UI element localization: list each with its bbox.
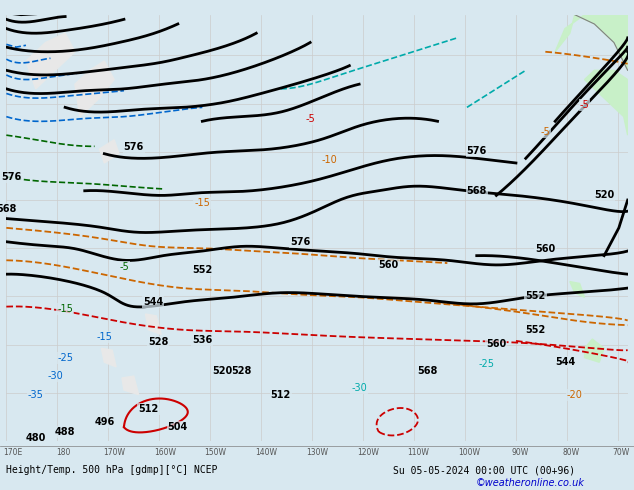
Text: -5: -5 xyxy=(540,127,550,137)
Polygon shape xyxy=(122,376,139,394)
Text: 520: 520 xyxy=(594,191,614,200)
Text: 480: 480 xyxy=(25,433,46,443)
Text: 552: 552 xyxy=(526,325,546,335)
Text: 560: 560 xyxy=(378,260,399,270)
Text: 528: 528 xyxy=(231,367,252,376)
Text: -15: -15 xyxy=(57,304,73,315)
Text: 504: 504 xyxy=(168,422,188,432)
Polygon shape xyxy=(100,140,119,163)
Text: -5: -5 xyxy=(305,115,315,124)
Text: 488: 488 xyxy=(55,427,75,437)
Text: 70W: 70W xyxy=(613,448,630,457)
Text: 150W: 150W xyxy=(205,448,226,457)
Text: 180: 180 xyxy=(56,448,70,457)
Text: Su 05-05-2024 00:00 UTC (00+96): Su 05-05-2024 00:00 UTC (00+96) xyxy=(393,466,575,475)
Polygon shape xyxy=(145,314,161,334)
Text: 536: 536 xyxy=(192,335,212,345)
Text: 512: 512 xyxy=(271,390,291,400)
Text: -20: -20 xyxy=(567,390,583,400)
Text: 568: 568 xyxy=(418,367,438,376)
Text: 552: 552 xyxy=(192,265,212,274)
Text: 560: 560 xyxy=(535,244,555,254)
Text: 110W: 110W xyxy=(408,448,429,457)
Polygon shape xyxy=(555,15,628,70)
Text: 576: 576 xyxy=(290,237,311,247)
Text: 170E: 170E xyxy=(3,448,22,457)
Text: 552: 552 xyxy=(526,291,546,300)
Text: 140W: 140W xyxy=(256,448,277,457)
Text: -25: -25 xyxy=(479,359,495,369)
Text: -5: -5 xyxy=(579,99,590,110)
Text: 160W: 160W xyxy=(154,448,176,457)
Text: -15: -15 xyxy=(96,332,112,342)
Text: 90W: 90W xyxy=(512,448,529,457)
Text: 568: 568 xyxy=(0,204,16,214)
Text: 100W: 100W xyxy=(458,448,480,457)
Text: 544: 544 xyxy=(143,297,164,307)
Polygon shape xyxy=(585,339,604,362)
Text: Height/Temp. 500 hPa [gdmp][°C] NCEP: Height/Temp. 500 hPa [gdmp][°C] NCEP xyxy=(6,466,218,475)
Text: 560: 560 xyxy=(486,339,507,349)
Text: 544: 544 xyxy=(555,357,575,367)
Text: 528: 528 xyxy=(148,337,169,347)
Polygon shape xyxy=(585,70,628,135)
Text: 576: 576 xyxy=(1,172,22,182)
Polygon shape xyxy=(101,348,116,367)
Text: -5: -5 xyxy=(119,262,129,272)
Text: ©weatheronline.co.uk: ©weatheronline.co.uk xyxy=(476,478,585,488)
Polygon shape xyxy=(26,33,75,89)
Text: 568: 568 xyxy=(467,186,487,196)
Text: -30: -30 xyxy=(48,371,63,381)
Text: 80W: 80W xyxy=(562,448,579,457)
Text: 512: 512 xyxy=(138,404,158,414)
Text: -35: -35 xyxy=(28,390,44,400)
Text: -10: -10 xyxy=(322,155,338,165)
Text: -25: -25 xyxy=(57,353,73,363)
Text: -30: -30 xyxy=(351,383,367,393)
Text: 520: 520 xyxy=(212,367,232,376)
Text: 576: 576 xyxy=(124,142,144,152)
Polygon shape xyxy=(75,61,114,117)
Polygon shape xyxy=(570,282,585,297)
Text: 130W: 130W xyxy=(306,448,328,457)
Text: 170W: 170W xyxy=(103,448,125,457)
Text: 496: 496 xyxy=(94,417,115,427)
Text: 120W: 120W xyxy=(357,448,378,457)
Text: -15: -15 xyxy=(195,198,210,208)
Text: 576: 576 xyxy=(467,146,487,156)
